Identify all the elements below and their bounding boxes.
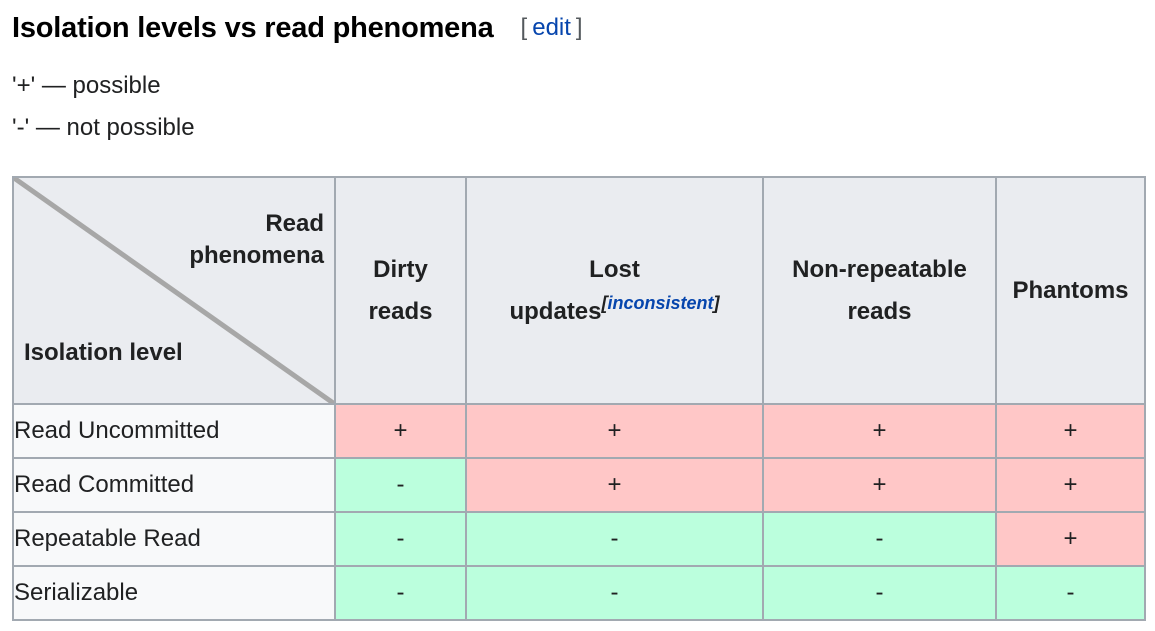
table-cell: - [334,511,467,567]
table-row-read-uncommitted: Read Uncommitted + + + + [12,403,1146,459]
corner-isolation-level-label: Isolation level [24,339,183,366]
legend-not-possible: '-' — not possible [12,114,195,141]
edit-bracket-close: ] [575,14,583,41]
diagonal-divider [15,179,333,402]
note-bracket-open: [ [601,292,608,313]
table-cell: - [762,565,997,621]
table-cell: - [334,457,467,513]
row-label: Read Uncommitted [12,403,336,459]
inconsistent-note-link[interactable]: inconsistent [607,292,714,313]
table-cell: - [465,511,764,567]
table-row-read-committed: Read Committed - + + + [12,457,1146,513]
table-cell: + [995,511,1146,567]
corner-top-line-1: Read [265,210,324,237]
column-header-line-2: updates [509,297,602,325]
table-cell: + [995,403,1146,459]
table-cell: - [465,565,764,621]
column-header-line-2: reads [847,297,912,325]
table-cell: + [334,403,467,459]
table-cell: + [465,457,764,513]
edit-link[interactable]: edit [532,14,571,41]
table-cell: + [762,457,997,513]
section-title: Isolation levels vs read phenomena [12,11,494,44]
column-header-line-2-wrap: updates[inconsistent] [467,291,762,333]
edit-bracket-open: [ [520,14,528,41]
column-header-lost-updates: Lost updates[inconsistent] [465,176,764,405]
column-header-line-1: Dirty [373,255,428,283]
table-cell: - [762,511,997,567]
section-heading: Isolation levels vs read phenomena [edit… [12,8,583,48]
corner-header-cell: Read phenomena Isolation level [12,176,336,405]
edit-section: [edit] [521,14,583,42]
note-bracket-close: ] [713,292,720,313]
table-cell: - [334,565,467,621]
column-header-phantoms: Phantoms [995,176,1146,405]
column-header-dirty-reads: Dirty reads [334,176,467,405]
table-row-repeatable-read: Repeatable Read - - - + [12,511,1146,567]
table-cell: + [762,403,997,459]
column-header-line-1: Non-repeatable [792,255,967,283]
inconsistent-note: [inconsistent] [602,293,720,313]
row-label: Read Committed [12,457,336,513]
isolation-levels-table: Read phenomena Isolation level Dirty rea… [12,176,1146,621]
table-cell: + [995,457,1146,513]
corner-top-line-2: phenomena [189,242,324,269]
row-label: Serializable [12,565,336,621]
header-row: Read phenomena Isolation level Dirty rea… [12,176,1146,405]
row-label: Repeatable Read [12,511,336,567]
column-header-line-1: Phantoms [1012,276,1129,304]
table-cell: + [465,403,764,459]
corner-read-phenomena-label: Read phenomena [189,208,324,272]
column-header-line-1: Lost [589,255,640,283]
table-cell: - [995,565,1146,621]
legend-possible: '+' — possible [12,72,161,99]
column-header-non-repeatable-reads: Non-repeatable reads [762,176,997,405]
column-header-line-2: reads [368,297,433,325]
table-row-serializable: Serializable - - - - [12,565,1146,621]
